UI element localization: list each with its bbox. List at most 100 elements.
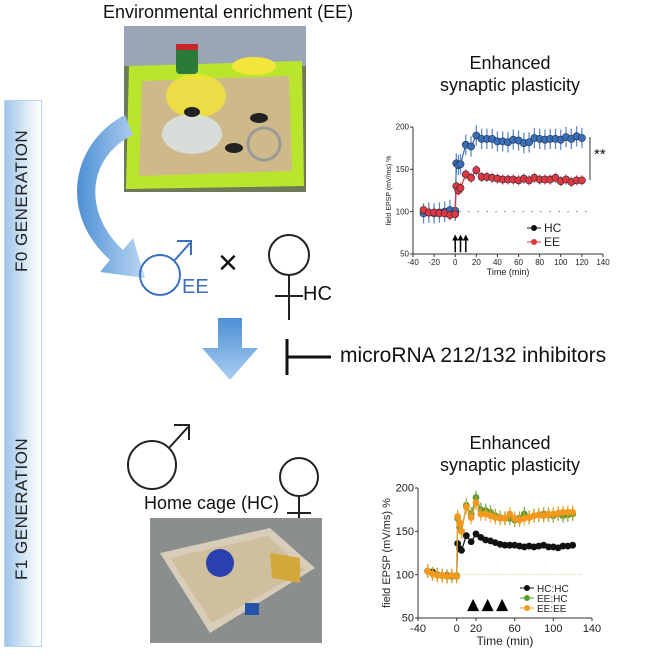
chart1-data-point	[456, 184, 465, 192]
chart2-stimulus-triangle-icon	[467, 598, 480, 612]
chart2-data-point	[453, 573, 461, 580]
chart2-data-point	[458, 527, 465, 535]
chart1-data-point	[472, 166, 481, 175]
inhibitors-label: microRNA 212/132 inhibitors	[340, 344, 607, 367]
chart1-title-line1: Enhanced	[469, 53, 551, 73]
chart2-x-tick-label: 140	[583, 623, 601, 635]
female-symbol-icon	[268, 234, 310, 320]
chart1-data-point	[467, 142, 475, 151]
chart2-legend-marker	[524, 605, 530, 611]
chart1-x-tick-label: 20	[472, 258, 481, 267]
chart2-data-point	[506, 510, 514, 518]
chart2-legend-marker	[524, 585, 530, 591]
significance-label: **	[594, 146, 606, 163]
chart2-data-point	[472, 499, 480, 507]
chart2-y-tick-label: 200	[396, 483, 414, 495]
chart2-y-tick-label: 50	[402, 613, 414, 625]
chart2-data-point	[501, 514, 509, 522]
chart2-data-point	[501, 541, 509, 549]
chart1-stimulus-arrowhead-icon	[457, 234, 464, 241]
home-cage-label: Home cage (HC)	[144, 493, 280, 513]
chart1-data-point	[525, 138, 534, 147]
chart2-stimulus-triangle-icon	[496, 598, 509, 612]
chart1-stimulus-arrowhead-icon	[452, 234, 459, 241]
chart1-legend-label: EE	[544, 235, 560, 249]
chart2-y-tick-label: 150	[396, 526, 414, 538]
chart2-legend-label: EE:HC	[537, 594, 568, 605]
chart2-data-point	[559, 508, 567, 516]
chart1-y-tick-label: 50	[400, 250, 409, 259]
chart1-data-point	[577, 176, 586, 185]
chart1-stimulus-arrowhead-icon	[462, 234, 469, 241]
chart2-x-axis-label: Time (min)	[477, 634, 534, 648]
chart2-y-tick-label: 100	[396, 569, 414, 581]
chart1-x-tick-label: 60	[514, 258, 523, 267]
chart2-data-point	[569, 541, 577, 549]
chart2-data-point	[569, 508, 577, 516]
chart1-x-tick-label: 0	[453, 258, 458, 267]
chart2-data-point	[467, 538, 475, 546]
chart1-x-tick-label: 40	[493, 258, 502, 267]
chart1-y-axis-label: field EPSP (mV/ms) %	[386, 156, 393, 226]
chart2-series-line-HC:HC	[427, 533, 573, 578]
chart2-data-point	[462, 532, 470, 540]
chart1-x-axis-label: Time (min)	[487, 267, 530, 277]
chart2-data-point	[454, 513, 462, 520]
inhibition-symbol-icon	[285, 339, 331, 375]
curved-arrow-icon	[77, 115, 145, 278]
chart1-x-tick-label: 80	[535, 258, 544, 267]
enriched-cage-photo	[124, 26, 306, 192]
chart1-data-point	[577, 134, 586, 142]
chart2-data-point	[456, 519, 463, 527]
chart1-y-tick-label: 200	[396, 123, 410, 132]
chart1-title-line2: synaptic plasticity	[439, 75, 581, 95]
down-arrow-icon	[202, 318, 258, 380]
male-ee-label: EE	[182, 276, 209, 298]
chart1-x-tick-label: -20	[428, 258, 440, 267]
chart1-legend-marker	[531, 225, 537, 231]
chart2-legend-label: HC:HC	[537, 584, 569, 595]
chart1-legend-label: HC	[544, 221, 562, 235]
chart2-x-tick-label: 20	[470, 623, 482, 635]
ee-title: Environmental enrichment (EE)	[103, 2, 354, 22]
chart2-data-point	[458, 547, 465, 554]
chart2-data-point	[559, 542, 567, 550]
chart2-legend-marker	[524, 595, 530, 601]
chart2-legend-label: EE:EE	[537, 604, 567, 615]
chart2-x-tick-label: 0	[454, 623, 460, 635]
chart2-series-line-EE:HC	[427, 495, 573, 578]
chart1-x-tick-label: -40	[407, 258, 419, 267]
chart1-x-tick-label: 120	[575, 258, 589, 267]
chart2-data-point	[506, 541, 514, 549]
female-hc-label: HC	[303, 283, 332, 305]
chart2-stimulus-triangle-icon	[481, 598, 494, 612]
chart2-data-point	[472, 530, 480, 538]
chart2-x-tick-label: 100	[544, 623, 562, 635]
chart1-y-tick-label: 100	[396, 207, 410, 216]
chart2-x-tick-label: 60	[509, 623, 521, 635]
chart2-title-line2: synaptic plasticity	[439, 455, 581, 475]
chart2-data-point	[477, 510, 485, 518]
generation-bar	[4, 100, 42, 647]
chart2-title-line1: Enhanced	[469, 433, 551, 453]
chart2-data-point	[462, 503, 470, 511]
male-symbol-icon	[127, 424, 190, 490]
chart2-data-point	[467, 514, 475, 521]
chart2-data-point	[545, 543, 552, 551]
chart1-y-tick-label: 150	[396, 165, 410, 174]
chart1-title: Enhanced synaptic plasticity	[420, 52, 600, 96]
chart1-x-tick-label: 100	[554, 258, 568, 267]
chart1-data-point	[456, 160, 465, 169]
chart2-title: Enhanced synaptic plasticity	[420, 432, 600, 476]
chart2-data-point	[564, 508, 572, 516]
cross-symbol: ×	[218, 244, 238, 282]
chart2-data-point	[545, 510, 552, 518]
male-symbol-icon	[139, 240, 192, 296]
chart1-legend-marker	[531, 239, 537, 245]
chart2-x-tick-label: -40	[410, 623, 426, 635]
chart1-data-point	[451, 210, 460, 219]
chart2-data-point	[496, 514, 504, 522]
home-cage-photo	[150, 518, 322, 643]
